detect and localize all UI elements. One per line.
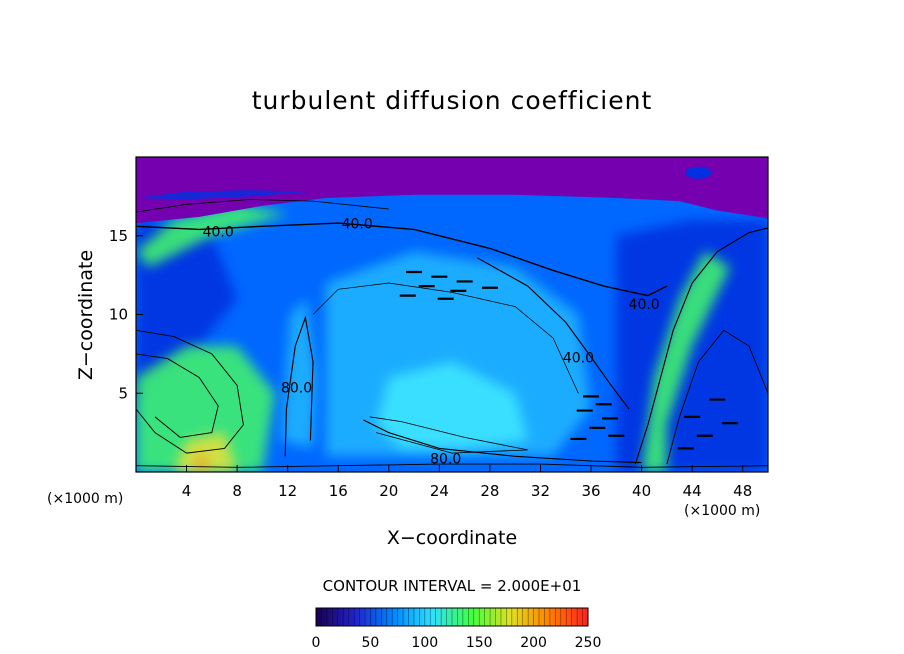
- x-tick-label: 36: [581, 482, 600, 500]
- contour-40-upper: [136, 222, 668, 297]
- x-tick-label: 48: [733, 482, 752, 500]
- contour-label: 40.0: [629, 297, 660, 313]
- field-top-streak: [136, 190, 313, 200]
- x-tick-label: 20: [379, 482, 398, 500]
- y-axis: 5 10 15: [109, 227, 143, 402]
- contour-label: 80.0: [281, 381, 312, 397]
- contour-label: 80.0: [430, 451, 461, 467]
- colorbar-tick-label: 100: [411, 635, 438, 651]
- field-green-right-strip: [641, 251, 731, 472]
- y-tick-label: 10: [109, 306, 128, 324]
- y-tick-label: 15: [109, 227, 128, 245]
- contour-label: 40.0: [342, 217, 373, 233]
- chart-title: turbulent diffusion coefficient: [251, 86, 653, 115]
- x-tick-label: 40: [632, 482, 651, 500]
- x-tick-label: 8: [232, 482, 242, 500]
- field-deep-blue-left: [136, 220, 238, 472]
- colorbar-tick-label: 250: [575, 635, 602, 651]
- contour-top-streak: [136, 199, 389, 213]
- contour-label: 40.0: [203, 225, 234, 241]
- contour-interval-label: CONTOUR INTERVAL = 2.000E+01: [322, 577, 582, 595]
- contour-inner-loop: [369, 416, 528, 454]
- contour-left-swirl-1: [136, 329, 244, 454]
- contour-label: 40.0: [563, 351, 594, 367]
- x-tick-label: 32: [531, 482, 550, 500]
- x-tick-label: 24: [430, 482, 449, 500]
- x-axis-label: X−coordinate: [386, 527, 518, 549]
- contour-lines: [136, 199, 768, 468]
- x-tick-label: 16: [329, 482, 348, 500]
- colorbar-tick-label: 50: [361, 635, 379, 651]
- contour-40-descending: [477, 257, 630, 410]
- field-top-layer: [136, 157, 768, 224]
- field-cyan-core: [376, 361, 528, 449]
- field-green-left-top: [136, 204, 288, 268]
- field-yellow-lower-left: [173, 432, 238, 472]
- contour-right-front-2: [666, 329, 768, 465]
- contour-60-inner: [312, 282, 579, 394]
- colorbar-tick-label: 150: [466, 635, 493, 651]
- contour-80-column: [284, 315, 314, 457]
- x-unit-left: (×1000 m): [47, 491, 124, 507]
- colorbar-tick-label: 0: [312, 635, 321, 651]
- diffusion-field: [136, 157, 768, 472]
- y-tick-label: 5: [118, 384, 128, 402]
- contour-labels: 40.0 40.0 40.0 40.0 80.0 80.0: [203, 217, 660, 468]
- contour-right-front: [634, 227, 768, 465]
- colorbar-tick-label: 200: [520, 635, 547, 651]
- x-unit-right: (×1000 m): [684, 503, 761, 519]
- x-tick-label: 28: [480, 482, 499, 500]
- y-axis-label: Z−coordinate: [75, 249, 97, 381]
- x-tick-label: 44: [683, 482, 702, 500]
- field-green-lower-left: [136, 346, 275, 472]
- x-tick-label: 4: [182, 482, 192, 500]
- colorbar: 0 50 100 150 200 250: [312, 607, 602, 651]
- x-tick-label: 12: [278, 482, 297, 500]
- contour-left-swirl-2: [136, 353, 219, 438]
- field-top-eddy: [685, 166, 712, 179]
- x-axis: 4 8 12 16 20 24 28 32 36 40 44 48: [182, 465, 752, 500]
- field-light-blue-column: [281, 298, 317, 449]
